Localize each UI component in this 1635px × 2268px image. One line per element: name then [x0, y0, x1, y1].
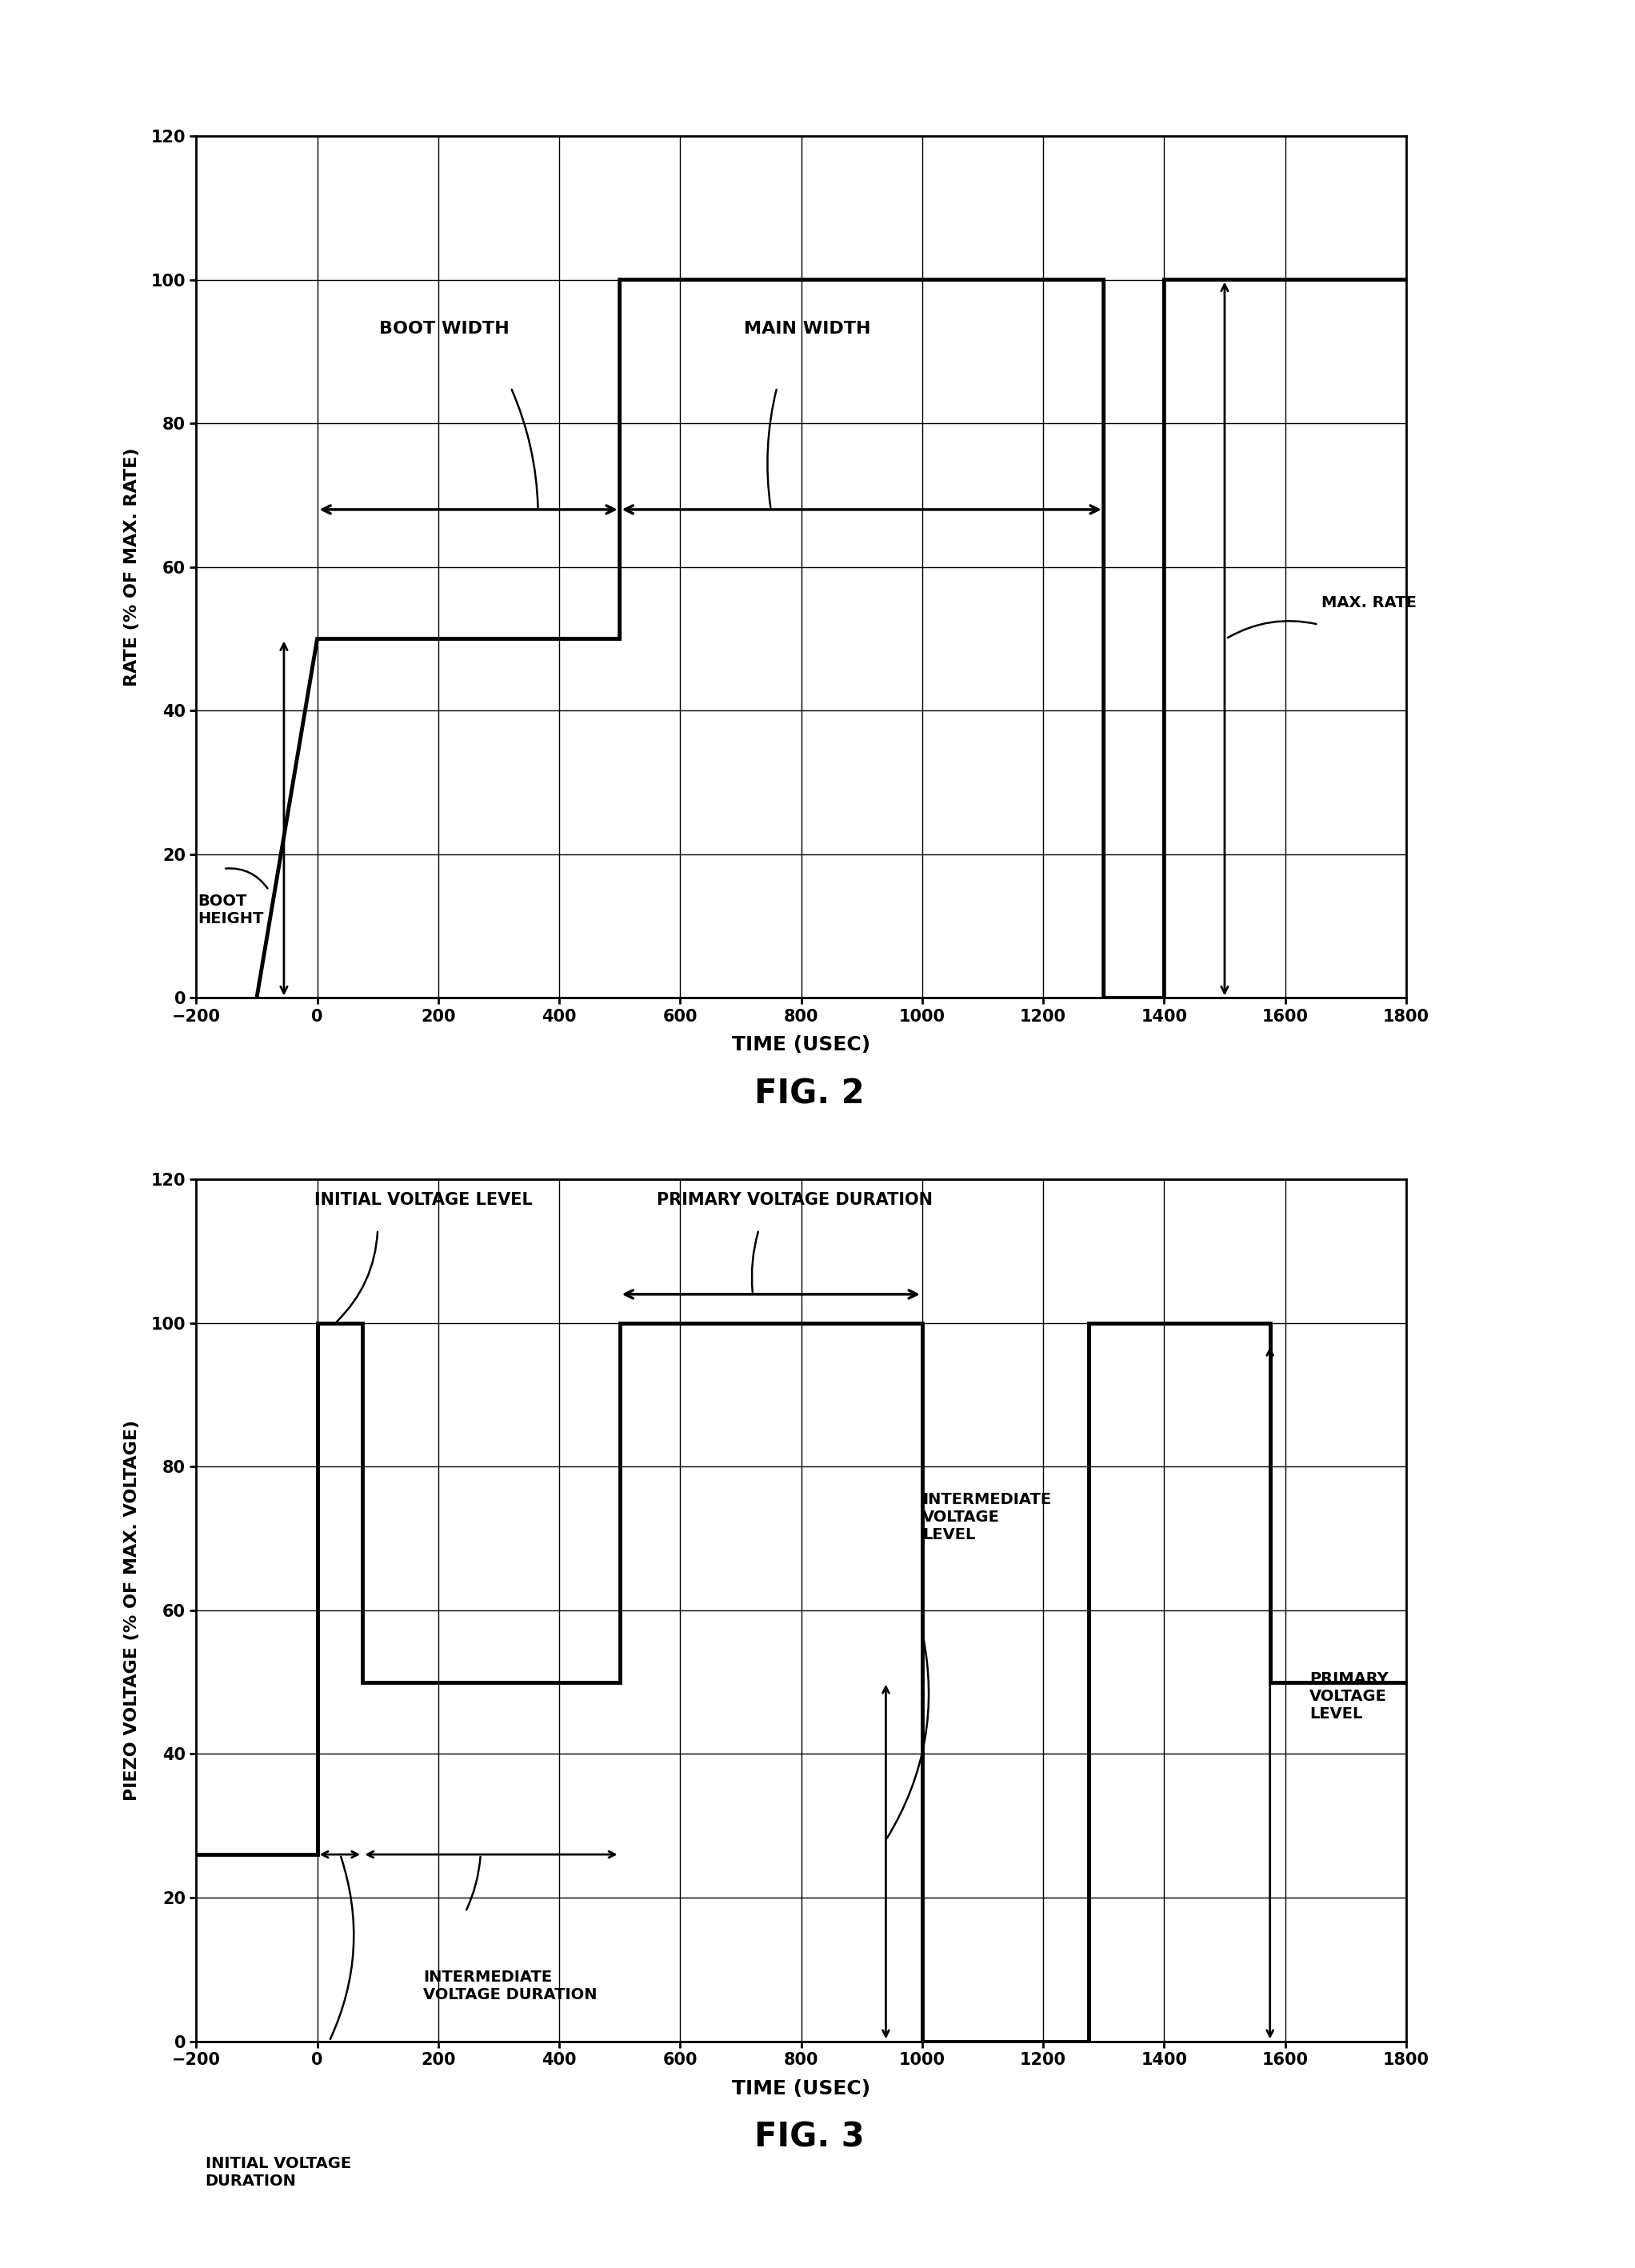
- Text: FIG. 2: FIG. 2: [754, 1077, 865, 1111]
- Text: PRIMARY VOLTAGE DURATION: PRIMARY VOLTAGE DURATION: [657, 1193, 934, 1209]
- Text: INTERMEDIATE
VOLTAGE DURATION: INTERMEDIATE VOLTAGE DURATION: [423, 1969, 597, 2003]
- Text: PRIMARY
VOLTAGE
LEVEL: PRIMARY VOLTAGE LEVEL: [1310, 1672, 1388, 1721]
- Text: MAIN WIDTH: MAIN WIDTH: [744, 322, 870, 338]
- Text: INITIAL VOLTAGE
DURATION: INITIAL VOLTAGE DURATION: [206, 2157, 352, 2189]
- Text: INITIAL VOLTAGE LEVEL: INITIAL VOLTAGE LEVEL: [314, 1193, 531, 1209]
- Text: FIG. 3: FIG. 3: [754, 2121, 865, 2155]
- Text: INTERMEDIATE
VOLTAGE
LEVEL: INTERMEDIATE VOLTAGE LEVEL: [922, 1492, 1051, 1542]
- Text: MAX. RATE: MAX. RATE: [1321, 594, 1416, 610]
- Y-axis label: PIEZO VOLTAGE (% OF MAX. VOLTAGE): PIEZO VOLTAGE (% OF MAX. VOLTAGE): [124, 1420, 139, 1801]
- Text: BOOT WIDTH: BOOT WIDTH: [379, 322, 510, 338]
- Y-axis label: RATE (% OF MAX. RATE): RATE (% OF MAX. RATE): [124, 447, 139, 687]
- X-axis label: TIME (USEC): TIME (USEC): [732, 2080, 870, 2098]
- Text: BOOT
HEIGHT: BOOT HEIGHT: [198, 894, 263, 925]
- X-axis label: TIME (USEC): TIME (USEC): [732, 1036, 870, 1055]
